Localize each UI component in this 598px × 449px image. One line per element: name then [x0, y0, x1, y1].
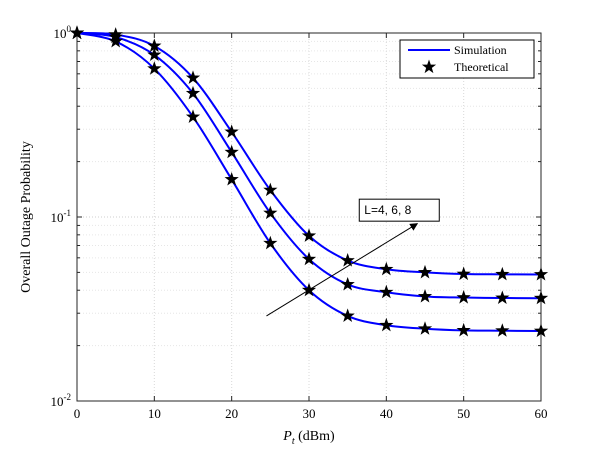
series-3-star-marker: [301, 228, 317, 242]
series-3-star-marker: [417, 264, 433, 279]
series-3-star-marker: [147, 38, 162, 53]
y-tick-label: 10-2: [51, 392, 72, 409]
legend-theoretical-label: Theoretical: [454, 60, 509, 74]
series-3-star-marker: [69, 25, 85, 40]
y-tick-label-exponent: 0: [67, 24, 72, 34]
series-3-star-marker: [379, 261, 394, 276]
y-tick-label-base: 10: [54, 26, 67, 41]
x-axis-label-sub: t: [292, 436, 295, 447]
series-1-star-marker: [379, 317, 394, 332]
x-tick-label: 10: [148, 406, 161, 421]
series-2-star-marker: [147, 47, 162, 61]
x-tick-label: 60: [535, 406, 548, 421]
y-tick-label: 10-1: [51, 208, 72, 225]
series-3-star-marker: [108, 27, 123, 41]
legend-simulation-label: Simulation: [454, 43, 507, 57]
x-tick-label: 40: [380, 406, 393, 421]
series-1-star-marker: [456, 322, 471, 337]
series-1-star-marker: [533, 323, 549, 338]
series-1-star-marker: [147, 61, 162, 75]
series-2-star-marker: [340, 276, 355, 291]
series-1-star-marker: [224, 171, 239, 186]
x-axis-label: Pt (dBm): [282, 429, 335, 447]
x-tick-label: 50: [457, 406, 470, 421]
x-axis-label-unit: (dBm): [295, 429, 335, 444]
series-2-star-marker: [185, 85, 201, 100]
series-3-star-marker: [224, 124, 239, 138]
series-2-star-marker: [495, 290, 510, 305]
y-tick-label: 100: [54, 24, 72, 41]
y-tick-label-base: 10: [51, 210, 64, 225]
legend-box: [399, 39, 535, 79]
series-1-star-marker: [185, 109, 201, 123]
series-1-star-marker: [495, 323, 510, 337]
series-1-star-marker: [340, 308, 355, 322]
y-tick-label-exponent: -2: [64, 392, 72, 402]
x-tick-label: 20: [225, 406, 238, 421]
series-3-star-marker: [495, 266, 510, 281]
x-tick-label: 30: [303, 406, 316, 421]
annotation: L=4, 6, 8: [266, 198, 440, 317]
series-1-star-marker: [263, 235, 278, 250]
series-3-star-marker: [340, 253, 355, 267]
series-2-star-marker: [456, 290, 471, 304]
x-axis-label-main: P: [282, 429, 292, 444]
y-tick-label-exponent: -1: [64, 208, 72, 218]
series-2-star-marker: [224, 144, 239, 159]
legend-theoretical-star: [421, 59, 437, 74]
series-3-star-marker: [185, 70, 201, 84]
series-1-star-marker: [108, 33, 123, 48]
legend-star-marker: [421, 59, 437, 74]
annotation-arrow: [266, 223, 419, 317]
series-3-star-marker: [263, 182, 278, 197]
legend: Simulation Theoretical: [399, 39, 535, 79]
x-tick-label: 0: [74, 406, 81, 421]
series-2-star-marker: [379, 284, 394, 299]
series-2-star-marker: [533, 290, 549, 305]
series-2-star-marker: [417, 288, 433, 303]
y-tick-label-base: 10: [51, 394, 64, 409]
series-3-star-marker: [533, 266, 549, 281]
series-3-star-marker: [456, 266, 471, 281]
annotation-box: [358, 198, 440, 222]
y-axis-label: Overall Outage Probability: [19, 141, 34, 293]
series-2-star-marker: [263, 205, 278, 220]
annotation-text: L=4, 6, 8: [364, 203, 411, 217]
series-2-star-marker: [301, 251, 317, 266]
series-1-star-marker: [417, 321, 433, 335]
